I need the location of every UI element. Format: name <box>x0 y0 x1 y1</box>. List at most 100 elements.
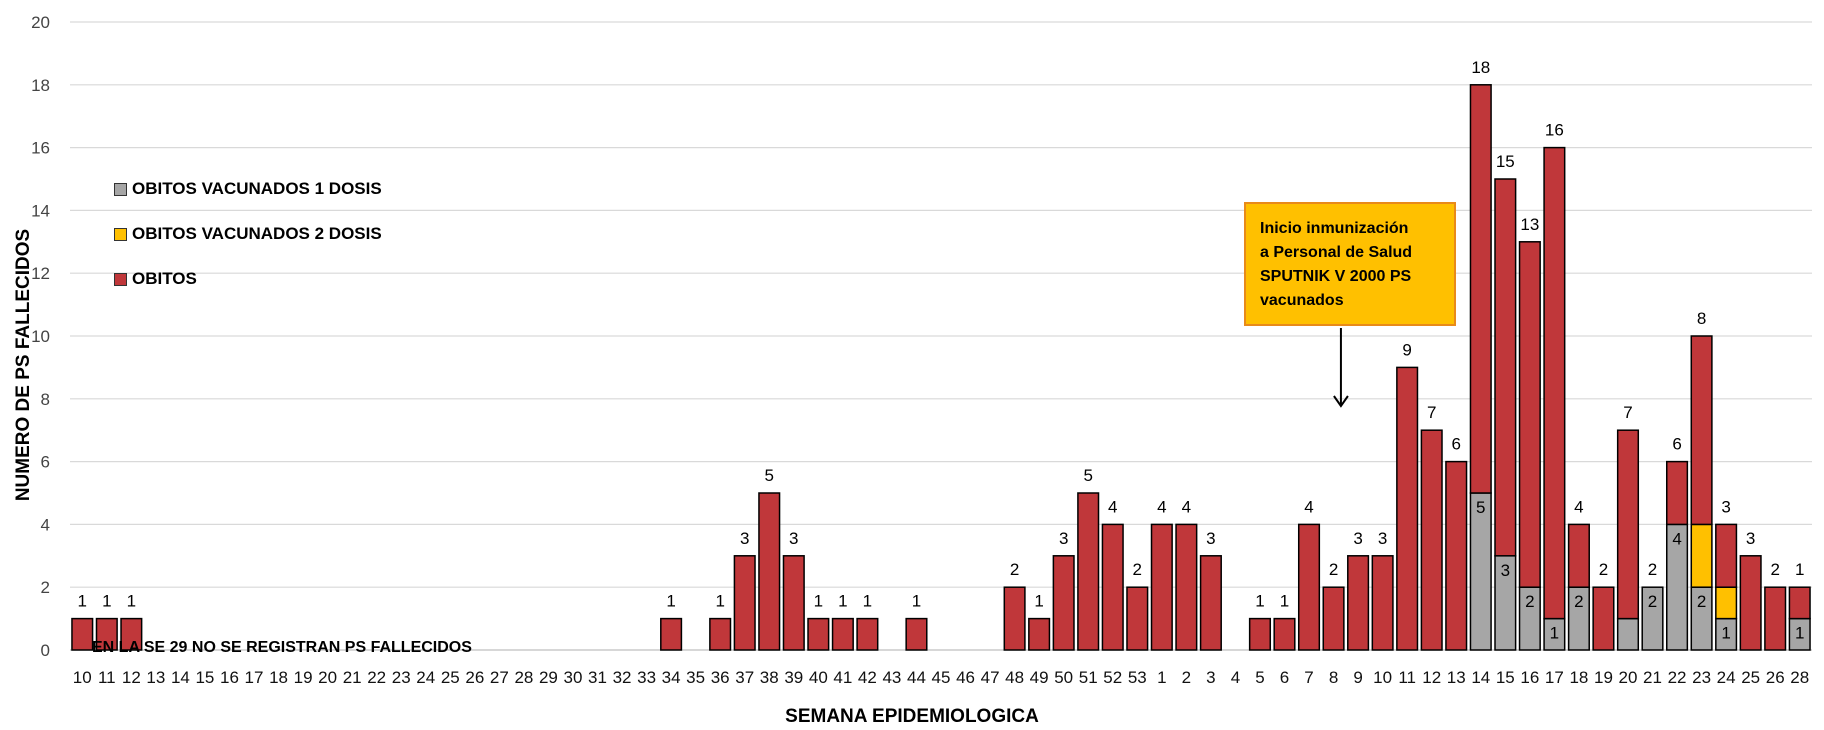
data-label: 3 <box>740 529 749 548</box>
x-tick-label: 20 <box>1619 668 1638 687</box>
data-label: 2 <box>1770 560 1779 579</box>
data-label: 4 <box>1304 497 1313 516</box>
bar-segment <box>1715 523 1738 588</box>
annotation-arrow-head <box>1333 395 1349 408</box>
bar-segment <box>1788 586 1811 620</box>
bar-segment <box>1028 617 1051 651</box>
data-label: 8 <box>1697 309 1706 328</box>
x-tick-label: 19 <box>1594 668 1613 687</box>
bar-segment <box>1003 586 1026 651</box>
data-label: 2 <box>1648 592 1657 611</box>
y-tick-label: 8 <box>41 390 50 409</box>
x-tick-label: 53 <box>1128 668 1147 687</box>
bar-segment <box>1666 460 1689 526</box>
data-label: 1 <box>102 592 111 611</box>
x-tick-label: 10 <box>1373 668 1392 687</box>
x-tick-label: 18 <box>269 668 288 687</box>
bar-segment <box>120 617 143 651</box>
bar-segment <box>660 617 683 651</box>
data-label: 3 <box>789 529 798 548</box>
x-tick-label: 12 <box>1422 668 1441 687</box>
bar-segment <box>733 555 756 651</box>
bar-segment <box>1248 617 1272 651</box>
y-tick-label: 14 <box>31 201 50 220</box>
x-tick-label: 24 <box>1717 668 1736 687</box>
x-tick-label: 47 <box>981 668 1000 687</box>
x-tick-label: 20 <box>318 668 337 687</box>
bar-segment <box>1175 523 1198 651</box>
bar-segment <box>1322 586 1345 651</box>
x-tick-label: 32 <box>613 668 632 687</box>
data-label: 4 <box>1574 497 1583 516</box>
x-tick-label: 14 <box>171 668 190 687</box>
bar-segment <box>1469 84 1492 494</box>
x-tick-label: 7 <box>1304 668 1313 687</box>
x-tick-label: 35 <box>686 668 705 687</box>
data-label: 1 <box>715 592 724 611</box>
gridlines <box>70 21 1812 651</box>
x-tick-label: 21 <box>343 668 362 687</box>
y-tick-label: 20 <box>31 13 50 32</box>
data-label: 2 <box>1010 560 1019 579</box>
data-label: 1 <box>1255 592 1264 611</box>
x-tick-label: 13 <box>146 668 165 687</box>
y-axis-ticks: 0 2 4 6 8 10 12 14 16 18 20 <box>31 13 50 660</box>
bar-segment <box>1052 555 1075 651</box>
bar-segment <box>1690 335 1713 526</box>
x-tick-label: 14 <box>1471 668 1490 687</box>
data-label: 16 <box>1545 121 1564 140</box>
x-tick-label: 34 <box>662 668 681 687</box>
y-tick-label: 18 <box>31 76 50 95</box>
data-label: 1 <box>127 592 136 611</box>
data-label: 2 <box>1329 560 1338 579</box>
data-label: 7 <box>1623 403 1632 422</box>
x-axis-title: SEMANA EPIDEMIOLOGICA <box>785 706 1039 727</box>
legend-swatch-2-dosis <box>114 227 127 241</box>
bar-segment <box>1690 523 1713 588</box>
data-label: 3 <box>1378 529 1387 548</box>
x-tick-label: 3 <box>1206 668 1215 687</box>
bar-segment <box>905 617 928 651</box>
legend-label-obitos: OBITOS <box>132 269 197 288</box>
data-label: 6 <box>1452 435 1461 454</box>
x-tick-label: 11 <box>98 668 116 687</box>
x-tick-label: 25 <box>441 668 460 687</box>
data-label: 2 <box>1574 592 1583 611</box>
x-tick-label: 48 <box>1005 668 1024 687</box>
data-label: 1 <box>1795 624 1804 643</box>
bar-segment <box>856 617 879 651</box>
data-label: 2 <box>1648 560 1657 579</box>
x-tick-label: 37 <box>735 668 754 687</box>
data-label: 5 <box>765 466 774 485</box>
x-tick-label: 26 <box>1766 668 1785 687</box>
bar-segment <box>1494 178 1517 557</box>
x-tick-label: 1 <box>1157 668 1166 687</box>
data-label: 6 <box>1672 435 1681 454</box>
bar-segment <box>1077 492 1100 651</box>
legend: OBITOS VACUNADOS 1 DOSIS OBITOS VACUNADO… <box>114 178 382 313</box>
x-tick-label: 45 <box>932 668 951 687</box>
data-label: 13 <box>1520 215 1539 234</box>
bar-segment <box>1739 555 1762 651</box>
x-tick-label: 18 <box>1569 668 1588 687</box>
x-tick-label: 28 <box>1790 668 1809 687</box>
x-tick-label: 31 <box>588 668 607 687</box>
data-label: 3 <box>1206 529 1215 548</box>
legend-item-1-dosis: OBITOS VACUNADOS 1 DOSIS <box>114 178 382 200</box>
x-tick-label: 42 <box>858 668 877 687</box>
data-label: 1 <box>838 592 847 611</box>
legend-item-obitos: OBITOS <box>114 268 382 290</box>
x-tick-label: 33 <box>637 668 656 687</box>
bar-segment <box>1126 586 1149 651</box>
bar-segment <box>1101 523 1124 651</box>
bar-segment <box>1297 523 1321 651</box>
x-tick-label: 8 <box>1329 668 1338 687</box>
x-tick-label: 9 <box>1353 668 1362 687</box>
data-label: 4 <box>1672 529 1681 548</box>
data-label: 1 <box>1034 592 1043 611</box>
bar-segment <box>831 617 854 651</box>
x-tick-label: 21 <box>1643 668 1662 687</box>
legend-swatch-obitos <box>114 272 127 286</box>
